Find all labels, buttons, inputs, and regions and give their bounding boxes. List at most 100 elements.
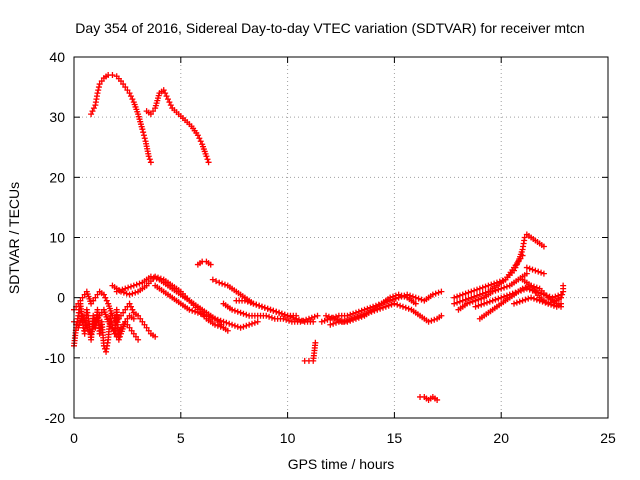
data-point (425, 318, 432, 325)
data-point (485, 282, 492, 289)
data-point (110, 327, 117, 334)
data-point (237, 324, 244, 331)
data-point (136, 280, 143, 287)
series-isolated-11h (301, 339, 319, 364)
data-point (323, 312, 330, 319)
data-point (94, 315, 101, 322)
data-point (352, 315, 359, 322)
data-point (128, 327, 135, 334)
data-point (438, 288, 445, 295)
data-point (479, 284, 486, 291)
data-point (355, 314, 362, 321)
data-point (160, 87, 167, 94)
y-tick-label: -20 (45, 410, 65, 426)
data-point (314, 312, 321, 319)
data-point (126, 300, 133, 307)
data-point (389, 293, 396, 300)
series-early-cluster-2 (71, 288, 159, 340)
data-point (263, 312, 270, 319)
data-point (209, 276, 216, 283)
data-point (276, 309, 283, 316)
data-point (549, 294, 556, 301)
data-point (310, 318, 317, 325)
data-point (538, 290, 545, 297)
data-point (129, 306, 136, 313)
series-mid-arc-3 (152, 282, 261, 331)
data-point (109, 324, 116, 331)
data-point (535, 268, 542, 275)
data-point (513, 299, 520, 306)
data-point (456, 292, 463, 299)
data-point (478, 295, 485, 302)
data-point (90, 297, 97, 304)
data-point (501, 284, 508, 291)
data-point (89, 108, 96, 115)
data-point (92, 318, 99, 325)
data-point (117, 288, 124, 295)
data-point (143, 324, 150, 331)
data-point (120, 309, 127, 316)
data-point (122, 285, 129, 292)
data-point (107, 321, 114, 328)
data-point (503, 292, 510, 299)
data-point (540, 270, 547, 277)
data-point (358, 307, 365, 314)
data-point (550, 298, 557, 305)
data-point (482, 283, 489, 290)
axis-ticks: 0 5 10 15 20 25 -20 -10 0 10 20 30 40 (45, 49, 616, 446)
data-point (412, 300, 419, 307)
data-point (280, 315, 287, 322)
data-point (166, 99, 173, 106)
data-point (355, 308, 362, 315)
data-point (538, 269, 545, 276)
data-point (312, 339, 319, 346)
data-point (214, 322, 221, 329)
data-point (132, 333, 139, 340)
data-point (196, 135, 203, 142)
data-point (229, 306, 236, 313)
data-point (435, 289, 442, 296)
data-point (213, 278, 220, 285)
data-point (540, 291, 547, 298)
series-blip-6h (194, 258, 214, 268)
data-point (226, 320, 233, 327)
data-point (522, 296, 529, 303)
data-point (141, 321, 148, 328)
data-point (253, 301, 260, 308)
series-arc-b-high (143, 87, 212, 166)
data-point (506, 291, 513, 298)
data-point (223, 319, 230, 326)
data-point (344, 318, 351, 325)
data-point (511, 300, 518, 307)
data-point (529, 266, 536, 273)
data-point (96, 81, 103, 88)
data-point (431, 316, 438, 323)
data-point (145, 153, 152, 160)
data-point (122, 84, 129, 91)
series-arc-8h (220, 300, 321, 325)
data-point (492, 296, 499, 303)
data-point (211, 321, 218, 328)
data-point (528, 294, 535, 301)
data-point (261, 304, 268, 311)
data-point (473, 292, 480, 299)
data-point (130, 282, 137, 289)
data-point (137, 315, 144, 322)
data-point (102, 294, 109, 301)
data-point (152, 333, 159, 340)
data-point (412, 294, 419, 301)
data-point (519, 297, 526, 304)
data-point (117, 78, 124, 85)
data-point (454, 293, 461, 300)
data-point (247, 299, 254, 306)
data-point (270, 307, 277, 314)
data-point (100, 291, 107, 298)
series-arc-12-16h-c (327, 291, 419, 328)
data-point (240, 323, 247, 330)
data-point (476, 291, 483, 298)
data-point (327, 321, 334, 328)
data-point (88, 111, 95, 118)
data-point (133, 281, 140, 288)
data-point (115, 336, 122, 343)
y-tick-label: 30 (49, 109, 65, 125)
